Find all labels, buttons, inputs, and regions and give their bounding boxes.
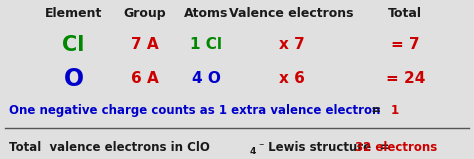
Text: 1: 1 — [391, 104, 399, 117]
Text: 1 Cl: 1 Cl — [190, 37, 222, 52]
Text: Cl: Cl — [62, 35, 85, 55]
Text: Total  valence electrons in ClO: Total valence electrons in ClO — [9, 141, 210, 154]
Text: Atoms: Atoms — [184, 7, 228, 20]
Text: = 24: = 24 — [385, 71, 425, 86]
Text: ⁻: ⁻ — [258, 142, 264, 152]
Text: Lewis structure  =: Lewis structure = — [264, 141, 398, 154]
Text: Element: Element — [45, 7, 102, 20]
Text: 7 A: 7 A — [131, 37, 158, 52]
Text: Total: Total — [388, 7, 422, 20]
Text: 4 O: 4 O — [192, 71, 220, 86]
Text: = 7: = 7 — [391, 37, 419, 52]
Text: Valence electrons: Valence electrons — [229, 7, 354, 20]
Text: One negative charge counts as 1 extra valence electron: One negative charge counts as 1 extra va… — [9, 104, 380, 117]
Text: 6 A: 6 A — [131, 71, 158, 86]
Text: Group: Group — [123, 7, 166, 20]
Text: O: O — [64, 67, 83, 91]
Text: x 6: x 6 — [279, 71, 304, 86]
Text: 4: 4 — [250, 147, 256, 156]
Text: 32 electrons: 32 electrons — [355, 141, 437, 154]
Text: =: = — [363, 104, 389, 117]
Text: x 7: x 7 — [279, 37, 304, 52]
